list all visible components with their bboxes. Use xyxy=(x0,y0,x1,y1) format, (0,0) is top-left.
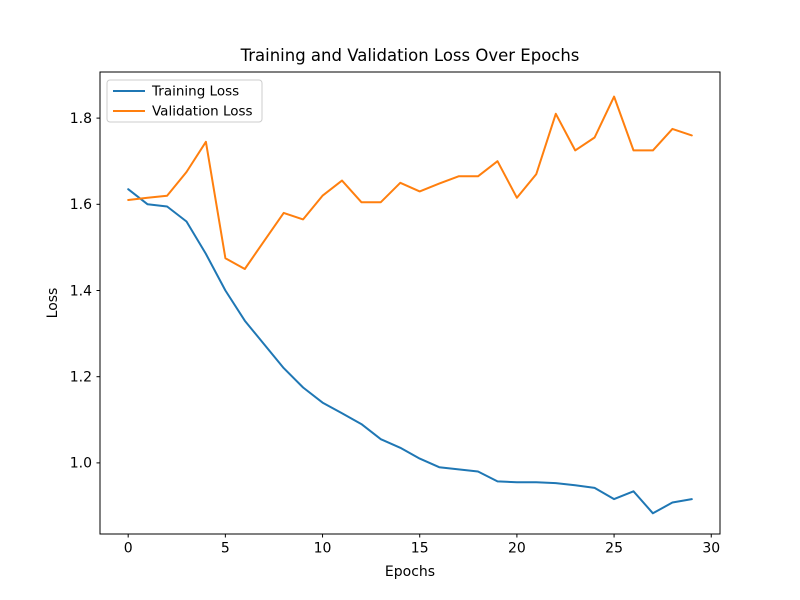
y-tick-label: 1.6 xyxy=(70,197,92,213)
x-axis: 0 5 10 15 20 25 30 xyxy=(124,534,720,557)
x-axis-label: Epochs xyxy=(385,564,435,580)
validation-loss-line xyxy=(127,95,693,270)
legend-item-training: Training Loss xyxy=(113,84,239,100)
y-axis-label: Loss xyxy=(45,288,61,319)
x-tick-label: 5 xyxy=(221,541,230,557)
legend-label-validation: Validation Loss xyxy=(152,104,253,120)
y-tick-label: 1.4 xyxy=(70,283,92,299)
legend-frame xyxy=(106,79,263,123)
x-tick-label: 20 xyxy=(508,541,526,557)
chart-title: Training and Validation Loss Over Epochs xyxy=(240,46,580,65)
x-tick-label: 30 xyxy=(702,541,720,557)
series-lines xyxy=(127,95,693,515)
plot-area xyxy=(99,71,721,535)
x-tick-label: 25 xyxy=(605,541,623,557)
y-tick-label: 1.2 xyxy=(70,369,92,385)
legend: Training Loss Validation Loss xyxy=(106,79,263,123)
legend-label-training: Training Loss xyxy=(151,84,239,100)
x-tick-label: 10 xyxy=(314,541,332,557)
training-loss-line xyxy=(127,188,693,515)
legend-item-validation: Validation Loss xyxy=(113,104,253,120)
y-tick-label: 1.0 xyxy=(70,456,92,472)
x-tick-label: 15 xyxy=(411,541,429,557)
y-tick-label: 1.8 xyxy=(70,111,92,127)
x-tick-label: 0 xyxy=(124,541,133,557)
y-axis: 1.0 1.2 1.4 1.6 1.8 xyxy=(70,111,100,472)
